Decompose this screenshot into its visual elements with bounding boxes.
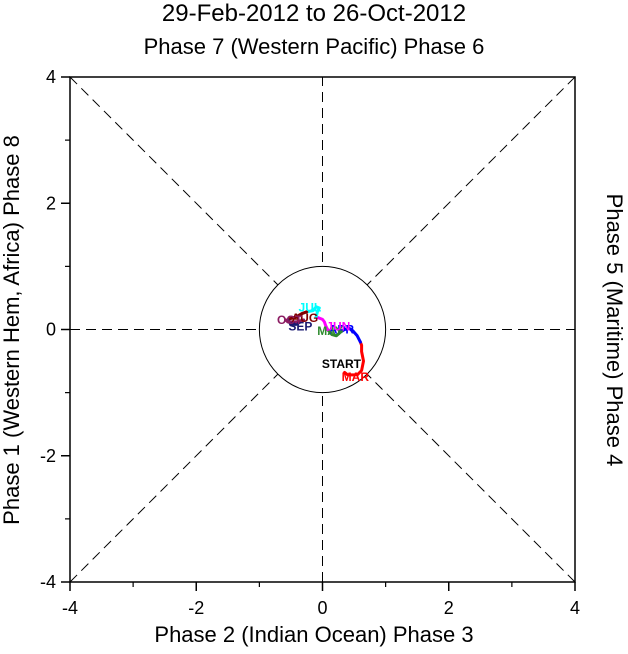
series-line-apr: [339, 326, 362, 344]
y-tick-label: 0: [46, 320, 56, 340]
series-line-jul: [305, 305, 321, 319]
month-label-oct: OCT: [277, 313, 303, 327]
start-label: START: [322, 357, 362, 371]
y-tick-label: 2: [46, 193, 56, 213]
top-phase-label: Phase 7 (Western Pacific) Phase 6: [143, 34, 485, 59]
month-label-jul: JUL: [299, 300, 322, 314]
unit-circle: [258, 265, 387, 394]
month-label-apr: APR: [329, 323, 355, 337]
month-label-jun: JUN: [326, 319, 350, 333]
trajectory-lines: [284, 305, 365, 377]
series-line-may: [326, 328, 343, 338]
y-tick-label: -4: [40, 572, 56, 592]
month-label-sep: SEP: [288, 319, 312, 333]
x-tick-label: 0: [317, 598, 327, 618]
x-tick-label: -4: [62, 598, 78, 618]
series-line-mar: [343, 340, 365, 377]
chart-title: 29-Feb-2012 to 26-Oct-2012: [161, 0, 467, 27]
series-line-oct: [284, 318, 306, 324]
y-tick-label: 4: [46, 67, 56, 87]
series-line-jun: [314, 315, 330, 331]
x-tick-label: -2: [188, 598, 204, 618]
bottom-phase-label: Phase 2 (Indian Ocean) Phase 3: [154, 622, 474, 647]
x-tick-label: 4: [570, 598, 580, 618]
x-tick-label: 2: [444, 598, 454, 618]
y-tick-label: -2: [40, 446, 56, 466]
month-label-mar: MAR: [342, 370, 370, 384]
month-label-aug: AUG: [291, 311, 318, 325]
axis-ticks: -4 -2 0 2 4 4 2 0 -2 -4: [40, 67, 580, 618]
month-label-may: MAY: [317, 324, 343, 338]
